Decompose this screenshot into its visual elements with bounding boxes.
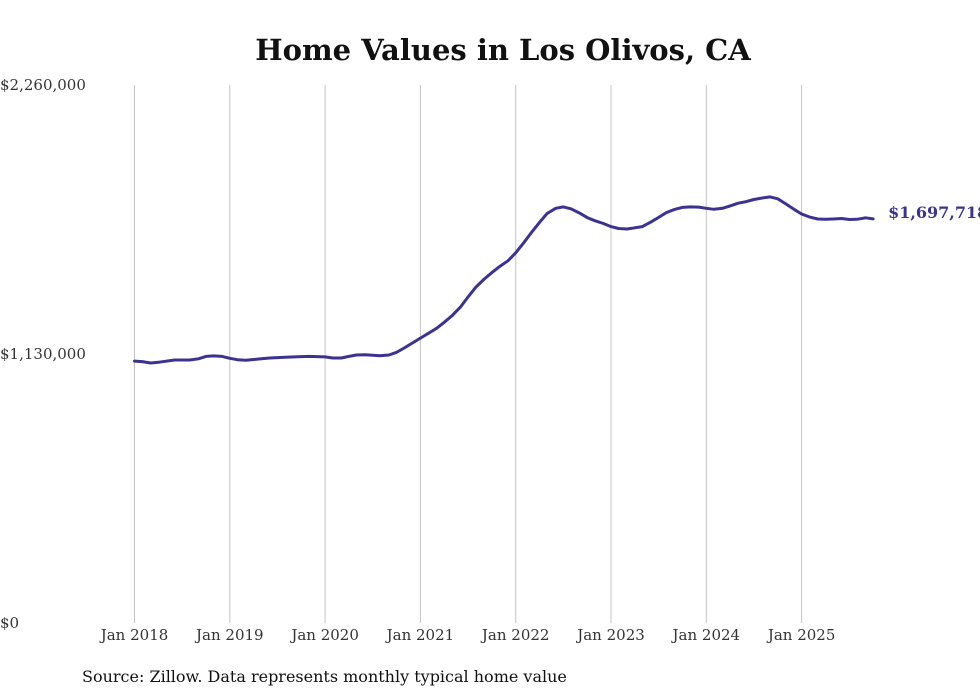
x-tick-label: Jan 2020 <box>289 626 359 644</box>
x-tick-label: Jan 2018 <box>99 626 169 644</box>
vertical-gridlines <box>134 85 803 623</box>
x-tick-label: Jan 2023 <box>575 626 645 644</box>
y-tick-label: $1,130,000 <box>0 345 86 363</box>
x-tick-label: Jan 2022 <box>480 626 550 644</box>
x-axis-ticks: Jan 2018 Jan 2019 Jan 2020 Jan 2021 Jan 2022… <box>99 626 836 644</box>
x-tick-label: Jan 2024 <box>671 626 741 644</box>
y-tick-label: $0 <box>0 614 19 632</box>
x-tick-label: Jan 2019 <box>194 626 264 644</box>
chart-title: Home Values in Los Olivos, CA <box>255 33 751 67</box>
x-tick-label: Jan 2025 <box>766 626 836 644</box>
series-line-home-value <box>133 195 875 365</box>
y-axis-ticks: $0 $1,130,000 $2,260,000 <box>0 76 86 632</box>
source-note: Source: Zillow. Data represents monthly … <box>82 667 567 686</box>
end-value-label: $1,697,718 <box>888 203 980 222</box>
x-tick-label: Jan 2021 <box>385 626 455 644</box>
y-tick-label: $2,260,000 <box>0 76 86 94</box>
